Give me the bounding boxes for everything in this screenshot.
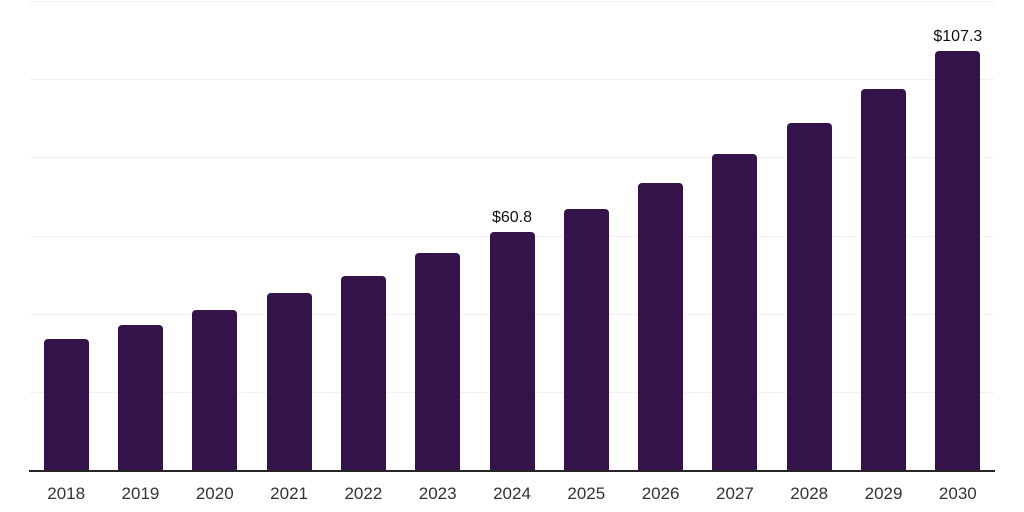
x-tick-2021: 2021 [270,484,308,503]
bar-2021 [266,293,312,470]
x-tick-2020: 2020 [195,484,234,503]
bar-2025 [563,208,609,470]
x-tick-2030: 2030 [938,484,977,503]
bar-2019 [117,325,163,470]
bar-2029 [861,88,907,470]
bar-2022 [340,275,386,470]
bar-2028 [786,122,832,470]
data-label-2030: $107.3 [933,27,983,45]
data-label-2024: $60.8 [491,209,533,227]
bar-2024 [489,232,535,470]
x-tick-2026: 2026 [641,484,680,503]
bar-2018 [43,339,89,470]
bar-2023 [415,253,461,470]
x-tick-2029: 2029 [864,484,903,503]
gridline-80 [29,157,995,159]
gridline-100 [29,79,995,81]
x-tick-2023: 2023 [418,484,457,503]
x-tick-2022: 2022 [344,484,383,503]
x-tick-2027: 2027 [716,484,754,503]
x-tick-2024: 2024 [493,484,531,503]
bar-2026 [638,183,684,470]
x-tick-2025: 2025 [567,484,606,503]
x-tick-2019: 2019 [121,484,160,503]
x-axis-line [29,470,995,472]
bar-2030 [935,50,981,470]
bar-2027 [712,153,758,470]
x-tick-2028: 2028 [790,484,829,503]
gridline-120 [29,1,995,2]
x-tick-2018: 2018 [47,484,86,503]
bar-2020 [192,310,238,470]
